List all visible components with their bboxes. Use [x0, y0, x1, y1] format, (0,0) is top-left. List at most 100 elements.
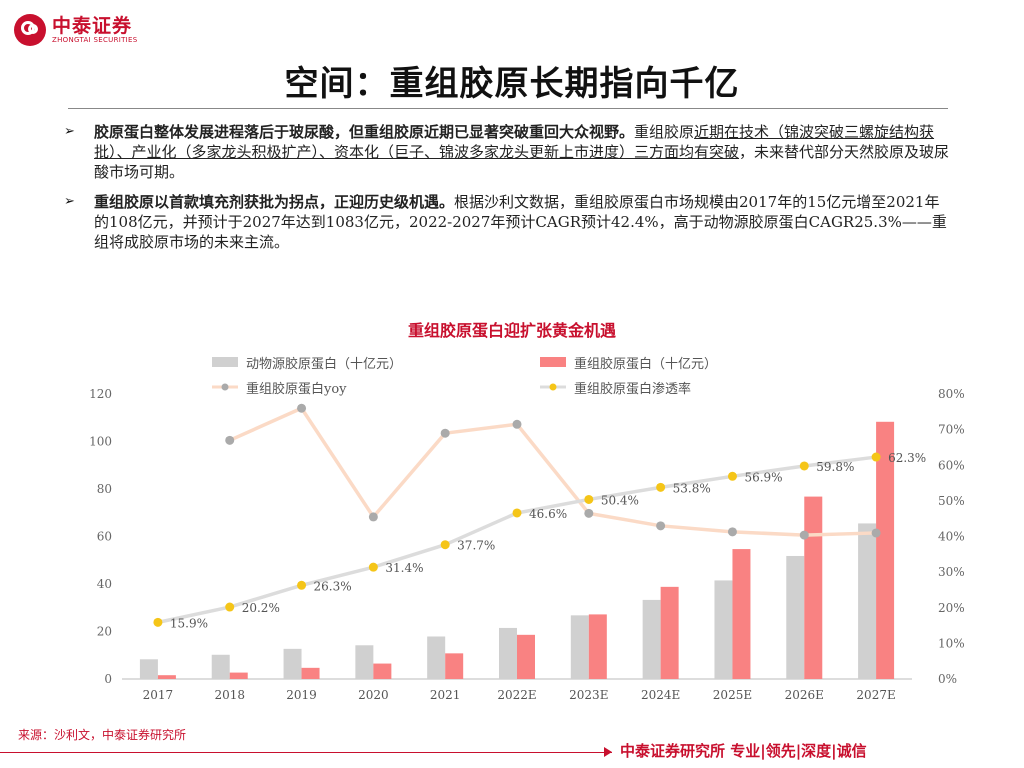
bullet-1-text-b: ，未来替代部分天然胶原及玻尿酸市场可期。: [94, 143, 950, 181]
yoy-point: [225, 435, 235, 445]
penetration-data-label: 20.2%: [242, 601, 280, 615]
page-title: 空间：重组胶原长期指向千亿: [284, 64, 740, 104]
brand-mark-icon: [14, 14, 46, 46]
bar-recombinant: [229, 672, 248, 679]
y-left-tick-label: 100: [89, 435, 112, 449]
penetration-point: [584, 494, 594, 504]
bar-recombinant: [445, 653, 464, 679]
legend-label: 动物源胶原蛋白（十亿元）: [246, 356, 402, 372]
bar-recombinant: [804, 496, 823, 679]
yoy-line: [229, 406, 877, 537]
bar-animal: [283, 648, 302, 679]
x-tick-label: 2019: [286, 688, 317, 702]
bar-animal: [499, 627, 517, 679]
y-left-tick-label: 0: [104, 672, 112, 686]
chart-title: 重组胶原蛋白迎扩张黄金机遇: [408, 321, 616, 340]
bullet-1-underlined: 近期在技术（锦波突破三螺旋结构获批）、产业化（多家龙头积极扩产）、资本化（巨子、…: [94, 123, 935, 161]
yoy-point: [368, 512, 378, 522]
penetration-point: [799, 461, 809, 471]
penetration-data-label: 31.4%: [385, 561, 423, 575]
bullet-arrow-icon: ➢: [64, 194, 75, 209]
legend-swatch-marker: [221, 383, 229, 391]
penetration-point: [368, 562, 378, 572]
bar-recombinant: [660, 586, 679, 679]
penetration-point: [512, 508, 522, 518]
bullet-2-bold: 重组胶原以首款填充剂获批为拐点，正迎历史级机遇。: [94, 193, 455, 211]
penetration-data-label: 26.3%: [314, 579, 352, 593]
penetration-point: [225, 602, 235, 612]
brand-name-en: ZHONGTAI SECURITIES: [52, 36, 138, 44]
penetration-point: [153, 617, 163, 627]
source-note: 来源：沙利文，中泰证券研究所: [18, 728, 187, 742]
bar-recombinant: [373, 663, 392, 679]
chart-legend: 动物源胶原蛋白（十亿元） 重组胶原蛋白（十亿元） 重组胶原蛋白yoy 重组胶原蛋白渗透…: [212, 356, 717, 397]
yoy-point: [440, 428, 450, 438]
bullet-2: ➢ 重组胶原以首款填充剂获批为拐点，正迎历史级机遇。根据沙利文数据，重组胶原蛋白…: [62, 192, 952, 252]
legend-swatch: [540, 357, 566, 367]
x-tick-label: 2025E: [713, 688, 752, 702]
penetration-point: [727, 471, 737, 481]
y-left-tick-label: 120: [89, 387, 112, 401]
y-left-tick-label: 80: [97, 482, 112, 496]
bullet-list: ➢ 胶原蛋白整体发展进程落后于玻尿酸，但重组胶原近期已显著突破重回大众视野。重组…: [62, 122, 952, 262]
footer-rule: [0, 752, 612, 753]
bar-recombinant: [301, 667, 320, 679]
chart-bars: [139, 421, 895, 679]
bar-animal: [858, 523, 877, 679]
bar-animal: [570, 615, 589, 679]
x-tick-label: 2017: [143, 688, 174, 702]
penetration-point: [440, 540, 450, 550]
x-tick-label: 2027E: [856, 688, 895, 702]
yoy-point: [512, 419, 522, 429]
penetration-data-label: 46.6%: [529, 507, 567, 521]
x-tick-label: 2020: [358, 688, 389, 702]
yoy-point: [799, 530, 809, 540]
y-right-tick-label: 40%: [938, 530, 965, 544]
y-right-tick-label: 10%: [938, 636, 965, 650]
x-tick-label: 2022E: [497, 688, 536, 702]
penetration-data-label: 15.9%: [170, 616, 208, 630]
y-left-tick-label: 40: [97, 577, 112, 591]
bullet-1-bold: 胶原蛋白整体发展进程落后于玻尿酸，但重组胶原近期已显著突破重回大众视野。: [94, 123, 635, 141]
bar-animal: [427, 636, 446, 679]
y-right-tick-label: 60%: [938, 458, 965, 472]
title-divider: [68, 108, 948, 109]
x-tick-label: 2021: [430, 688, 461, 702]
bullet-2-text: 根据沙利文数据，重组胶原蛋白市场规模由2017年的15亿元增至2021年的108…: [94, 193, 947, 251]
bar-animal: [642, 599, 661, 679]
bullet-1-text-a: 重组胶原: [634, 123, 695, 141]
penetration-point: [297, 580, 307, 590]
bullet-1: ➢ 胶原蛋白整体发展进程落后于玻尿酸，但重组胶原近期已显著突破重回大众视野。重组…: [62, 122, 952, 182]
yoy-point: [584, 508, 594, 518]
y-right-tick-label: 30%: [938, 565, 965, 579]
footer-arrow-icon: [604, 747, 612, 757]
penetration-point: [871, 452, 881, 462]
chart-axes: 0 20 40 60 80 100 120 0% 10% 20% 30% 40% 50% 60% 70% 80…: [89, 387, 965, 702]
x-tick-label: 2026E: [785, 688, 824, 702]
chart-lines: 15.9% 20.2% 26.3% 31.4% 37.7% 46.6% 50.4% 53.8%…: [153, 403, 926, 630]
brand-name-cn: 中泰证券: [52, 15, 133, 37]
legend-label: 重组胶原蛋白yoy: [246, 381, 347, 397]
bar-recombinant: [157, 675, 176, 679]
y-right-tick-label: 70%: [938, 423, 965, 437]
y-right-tick-label: 50%: [938, 494, 965, 508]
market-size-chart: 重组胶原蛋白迎扩张黄金机遇 动物源胶原蛋白（十亿元） 重组胶原蛋白（十亿元） 重组胶…: [89, 321, 965, 702]
penetration-data-label: 37.7%: [457, 539, 495, 553]
yoy-point: [727, 527, 737, 537]
bar-recombinant: [588, 614, 607, 679]
x-tick-label: 2023E: [569, 688, 608, 702]
penetration-data-label: 59.8%: [816, 460, 854, 474]
bar-animal: [355, 645, 374, 679]
x-tick-label: 2024E: [641, 688, 680, 702]
yoy-point: [871, 528, 881, 538]
bullet-arrow-icon: ➢: [64, 124, 75, 139]
bar-recombinant: [517, 634, 535, 679]
y-left-tick-label: 60: [97, 530, 112, 544]
x-tick-label: 2018: [214, 688, 245, 702]
penetration-data-label: 62.3%: [888, 451, 926, 465]
legend-swatch-marker: [549, 383, 557, 391]
bar-animal: [139, 659, 158, 679]
y-right-tick-label: 80%: [938, 387, 965, 401]
bar-animal: [714, 580, 733, 679]
penetration-data-label: 53.8%: [673, 481, 711, 495]
